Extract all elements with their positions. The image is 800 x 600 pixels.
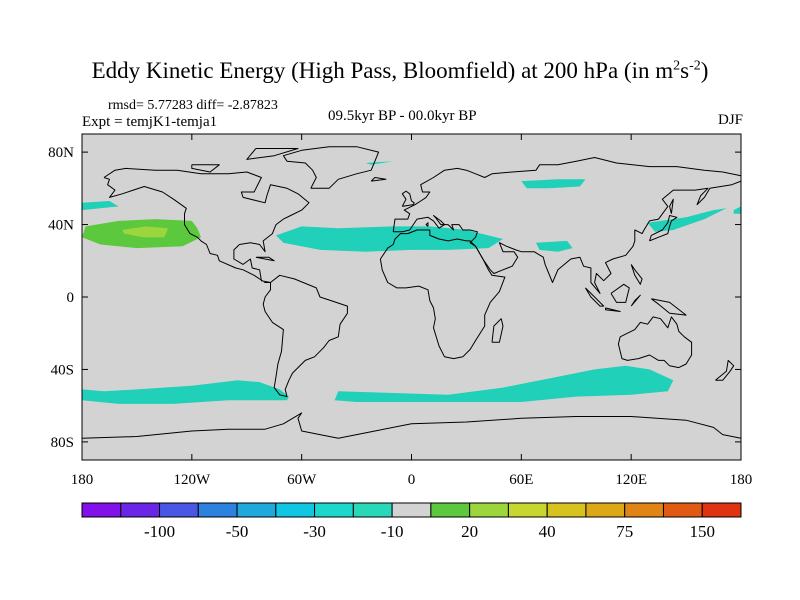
season-label: DJF xyxy=(717,112,743,128)
colorbar-box-4 xyxy=(236,502,277,518)
x-tick-label-1: 120W xyxy=(173,472,211,488)
colorbar-label-6: 75 xyxy=(616,522,633,541)
coastline-11 xyxy=(584,287,605,307)
period-label: 09.5kyr BP - 00.0kyr BP xyxy=(328,108,477,124)
coastline-7 xyxy=(401,190,415,207)
anomaly-region-1 xyxy=(334,365,674,402)
coastline-22 xyxy=(255,256,275,262)
colorbar-box-8 xyxy=(391,502,432,518)
colorbar-label-5: 40 xyxy=(539,522,556,541)
x-tick-label-2: 60W xyxy=(287,472,317,488)
coastline-9 xyxy=(715,359,735,381)
colorbar-box-3 xyxy=(197,502,238,518)
colorbar-label-2: -30 xyxy=(303,522,326,541)
colorbar-box-14 xyxy=(624,502,664,518)
coastline-14 xyxy=(605,307,621,312)
colorbar-box-13 xyxy=(585,502,626,518)
coastline-2 xyxy=(392,157,742,294)
anomaly-region-0 xyxy=(82,380,289,404)
coastline-0 xyxy=(103,167,310,283)
colorbar-label-1: -50 xyxy=(226,522,249,541)
coastline-6 xyxy=(282,146,380,189)
colorbar-box-2 xyxy=(159,502,199,518)
anomaly-region-4 xyxy=(521,179,586,189)
anomaly-region-3 xyxy=(647,208,727,232)
title-end: ) xyxy=(700,58,709,83)
coastline-17 xyxy=(669,198,674,214)
anomaly-region-7 xyxy=(733,206,741,214)
y-tick-label-3: 40S xyxy=(51,362,74,378)
x-tick-label-5: 120E xyxy=(615,472,647,488)
x-tick-label-4: 60E xyxy=(509,472,533,488)
anomaly-region-5 xyxy=(536,240,573,252)
coastline-13 xyxy=(651,298,687,316)
coastline-19 xyxy=(246,148,299,160)
colorbar-label-4: 20 xyxy=(461,522,478,541)
coastline-1 xyxy=(262,274,348,398)
coastline-8 xyxy=(649,215,678,242)
coastline-4 xyxy=(617,316,693,369)
y-tick-label-2: 0 xyxy=(67,290,75,306)
colorbar-label-3: -10 xyxy=(381,522,404,541)
coastline-21 xyxy=(425,222,429,227)
colorbar-box-16 xyxy=(701,502,742,518)
experiment-label: Expt = temjK1-temja1 xyxy=(82,114,218,130)
colorbar-box-5 xyxy=(275,502,316,518)
x-tick-label-0: 180 xyxy=(71,472,94,488)
colorbar-box-7 xyxy=(352,502,393,518)
colorbar-box-1 xyxy=(120,502,161,518)
colorbar-box-10 xyxy=(469,502,509,518)
x-tick-label-6: 180 xyxy=(730,472,753,488)
title-main: Eddy Kinetic Energy (High Pass, Bloomfie… xyxy=(91,58,674,83)
anomaly-region-8 xyxy=(365,161,394,165)
y-tick-label-4: 80S xyxy=(51,435,74,451)
y-tick-label-0: 80N xyxy=(48,145,74,161)
x-tick-label-3: 0 xyxy=(408,472,416,488)
coastline-3 xyxy=(379,229,506,360)
colorbar-label-7: 150 xyxy=(689,522,715,541)
coastline-15 xyxy=(630,294,641,307)
colorbar-box-9 xyxy=(430,502,471,518)
y-tick-label-1: 40N xyxy=(48,218,74,234)
title-mid: s xyxy=(680,58,690,83)
title-sup2: -2 xyxy=(689,58,701,74)
stats-label: rmsd= 5.77283 diff= -2.87823 xyxy=(108,98,278,113)
map-background xyxy=(82,134,741,460)
colorbar-box-0 xyxy=(81,502,122,518)
coastline-20 xyxy=(191,164,220,173)
anomaly-region-2 xyxy=(276,226,503,252)
anomaly-region-6 xyxy=(82,201,119,211)
colorbar-box-11 xyxy=(507,502,548,518)
coastline-18 xyxy=(370,177,387,182)
colorbar-box-15 xyxy=(662,502,703,518)
title-sup1: 2 xyxy=(673,58,681,74)
coastline-12 xyxy=(610,283,630,303)
coastline-16 xyxy=(630,264,643,285)
colorbar-box-12 xyxy=(546,502,587,518)
colorbar-box-6 xyxy=(314,502,354,518)
chart-title: Eddy Kinetic Energy (High Pass, Bloomfie… xyxy=(0,58,800,84)
coastline-5 xyxy=(81,412,742,439)
anomaly-region-10 xyxy=(122,226,168,238)
coastline-10 xyxy=(491,318,504,343)
colorbar-label-0: -100 xyxy=(144,522,175,541)
